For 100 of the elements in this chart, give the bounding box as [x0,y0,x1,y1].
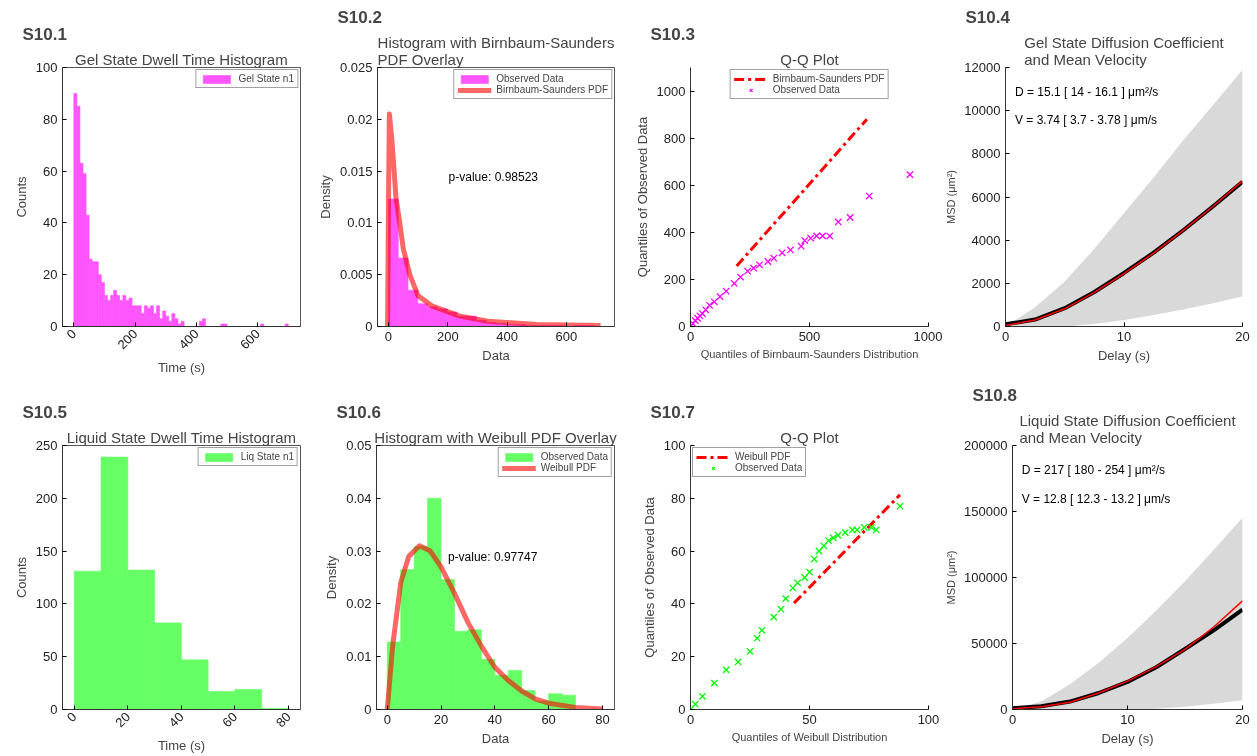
x-axis-title: Time (s) [157,360,206,376]
chart-title: S10.4 [965,7,1011,27]
y-tick-label: 100 [35,60,58,75]
y-tick-label: 4000 [971,232,1001,248]
y-axis-title: Counts [13,175,29,218]
annotation: D = 15.1 [ 14 - 16.1 ] μm²/s [1014,84,1159,99]
y-tick-label: 0.025 [339,60,373,75]
annotation: V = 12.8 [ 12.3 - 13.2 ] μm/s [1021,492,1171,507]
y-tick-label: 100 [35,596,58,612]
x-axis-title: Data [481,730,510,746]
y-tick-label: 50 [43,649,58,665]
y-axis-title: Quantiles of Observed Data [641,496,657,658]
y-tick-label: 800 [663,130,686,146]
y-tick-label: 200 [663,271,686,287]
y-tick-label: 150 [35,543,58,559]
x-tick-label: 500 [798,328,821,344]
x-axis-title: Quantiles of Birnbaum-Saunders Distribution [700,347,919,360]
y-tick-label: 600 [663,177,686,193]
x-axis-title: Data [482,347,511,363]
x-tick-label: 0 [383,711,391,727]
x-tick-label: 20 [1235,711,1250,727]
x-tick-label: 600 [555,328,578,344]
x-axis-title: Time (s) [157,738,206,754]
x-axis-title: Delay (s) [1098,347,1151,363]
x-tick-label: 0 [63,709,80,725]
x-tick-label: 600 [236,326,263,353]
y-tick-label: 50000 [971,636,1008,651]
y-tick-label: 12000 [964,60,1001,75]
y-tick-label: 200 [35,490,58,506]
y-tick-label: 0.01 [347,215,373,231]
y-tick-label: 400 [663,224,686,240]
chart-subtitle: Liquid State Diffusion Coefficient and Mean Velocity [1019,411,1237,446]
y-tick-label: 8000 [971,146,1001,162]
annotation: p-value: 0.97747 [447,550,538,565]
legend-label: Observed Data [735,462,803,473]
y-tick-label: 60 [671,543,686,559]
legend-label: Gel State n1 [238,73,294,84]
chart-title: S10.6 [336,402,381,422]
y-tick-label: 20 [671,649,686,665]
y-tick-label: 0.03 [346,543,372,559]
chart-title: S10.8 [972,385,1017,405]
chart-title: S10.2 [337,7,382,27]
x-tick-label: 20 [112,709,134,731]
legend-label: Observed Data [496,73,564,84]
y-tick-label: 1000 [656,83,686,99]
y-axis-title: MSD (μm²) [945,550,958,605]
x-tick-label: 0 [63,326,80,342]
y-axis-title: MSD (μm²) [945,170,958,224]
legend-label: Liq State n1 [240,451,294,462]
y-tick-label: 0.015 [339,163,373,179]
x-tick-label: 100 [917,711,940,727]
y-tick-label: 0.01 [346,649,372,665]
x-tick-label: 40 [487,711,503,727]
x-tick-label: 0 [384,328,393,344]
chart-title: S10.7 [650,402,695,422]
y-tick-label: 100 [663,438,686,453]
y-tick-label: 0.02 [346,596,372,612]
chart-title: S10.3 [650,24,695,44]
y-tick-label: 6000 [971,189,1001,205]
y-tick-label: 40 [43,215,58,231]
chart-subtitle: Q-Q Plot [780,50,840,68]
x-tick-label: 10 [1116,328,1132,344]
y-tick-label: 0.05 [346,438,372,453]
legend-label: Weibull PDF [540,462,597,473]
annotation: D = 217 [ 180 - 254 ] μm²/s [1021,463,1166,478]
x-tick-label: 10 [1120,711,1135,727]
y-axis-title: Counts [13,556,29,599]
y-tick-label: 2000 [971,275,1001,291]
chart-title: S10.1 [22,24,67,44]
x-tick-label: 400 [496,328,518,344]
y-axis-title: Density [317,174,333,219]
x-tick-label: 400 [175,326,202,353]
chart-subtitle: Histogram with Weibull PDF Overlay [374,428,618,446]
annotation: p-value: 0.98523 [448,170,539,185]
chart-subtitle: Gel State Dwell Time Histogram [75,50,288,68]
chart-title: S10.5 [22,402,67,422]
x-tick-label: 60 [541,711,556,727]
legend-label: Observed Data [772,84,840,95]
x-tick-label: 200 [436,328,459,344]
x-tick-label: 200 [114,326,141,353]
x-axis-title: Delay (s) [1101,730,1154,746]
x-tick-label: 20 [433,711,449,727]
x-tick-label: 20 [1235,328,1250,344]
x-tick-label: 40 [165,709,187,731]
y-tick-label: 10000 [964,103,1001,119]
y-tick-label: 200000 [964,438,1008,453]
x-tick-label: 60 [219,709,241,731]
x-axis-title: Quantiles of Weibull Distribution [731,730,888,743]
y-tick-label: 80 [43,111,58,127]
y-tick-label: 40 [671,596,686,612]
legend-label: Observed Data [540,451,608,462]
x-tick-label: 80 [595,711,610,727]
y-tick-label: 150000 [964,504,1008,519]
legend-label: Birnbaum-Saunders PDF [496,84,608,95]
legend-label: Weibull PDF [735,451,791,462]
x-tick-label: 80 [272,709,294,731]
y-tick-label: 250 [35,438,58,453]
y-tick-label: 0.005 [339,267,373,283]
legend-label: Birnbaum-Saunders PDF [772,73,885,84]
x-tick-label: 50 [802,711,817,727]
